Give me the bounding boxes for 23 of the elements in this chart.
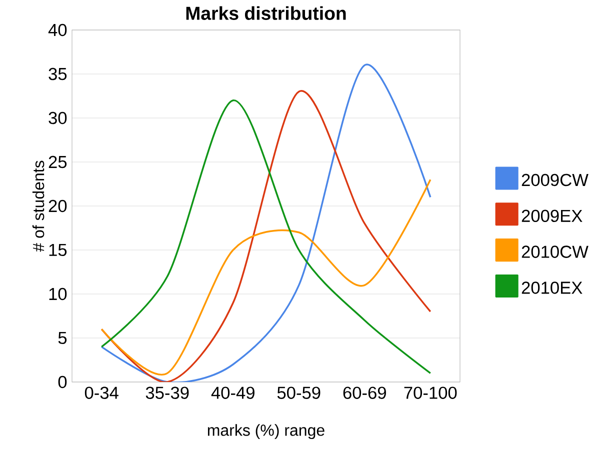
x-tick-label: 70-100: [404, 386, 457, 399]
line-series: [100, 178, 432, 376]
legend-label: 2009EX: [522, 210, 582, 222]
legend-label: 2010EX: [522, 282, 582, 294]
y-tick-label: 25: [48, 156, 67, 168]
x-axis-title: marks (%) range: [208, 424, 324, 440]
y-tick-label: 10: [49, 288, 67, 300]
y-axis-title: # of students: [32, 160, 44, 252]
x-tick-label: 40-49: [211, 386, 254, 399]
y-tick-label: 0: [58, 376, 67, 388]
y-tick-label: 5: [58, 332, 67, 344]
y-tick-label: 15: [49, 244, 67, 256]
x-tick-label: 35-39: [146, 386, 189, 399]
chart-title: Marks distribution: [186, 6, 346, 20]
legend-label: 2010CW: [522, 246, 588, 258]
x-tick-label: 0-34: [84, 386, 118, 399]
y-tick-label: 20: [48, 200, 67, 212]
y-tick-label: 35: [48, 68, 67, 80]
legend-label: 2009CW: [522, 174, 588, 186]
x-tick-label: 50-59: [277, 386, 320, 399]
x-tick-label: 60-69: [343, 386, 386, 399]
y-tick-label: 40: [48, 24, 67, 36]
y-tick-label: 30: [48, 112, 67, 124]
